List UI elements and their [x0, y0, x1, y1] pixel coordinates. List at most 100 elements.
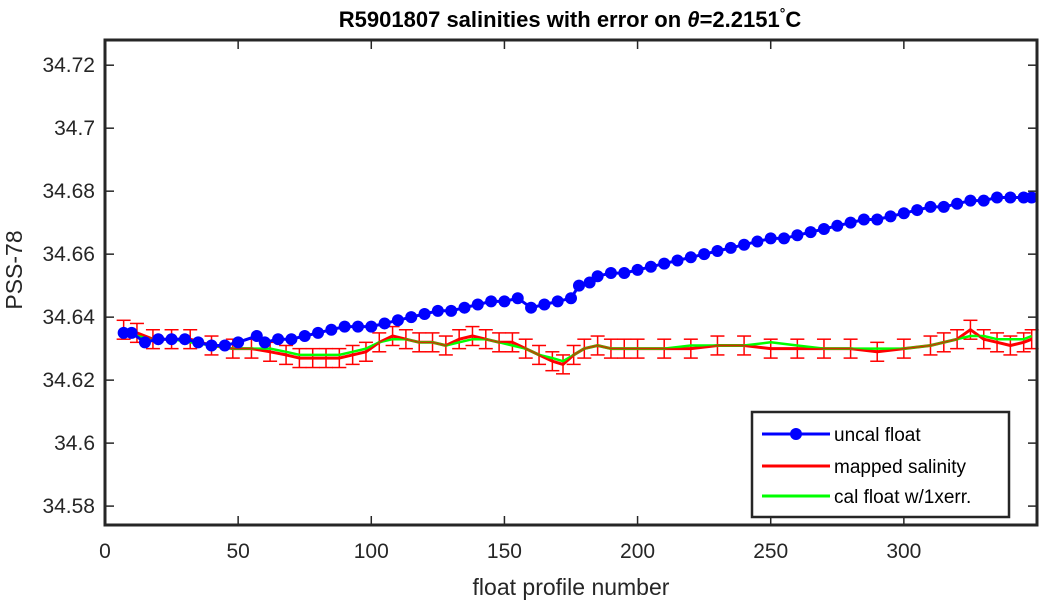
- uncal-float-point: [591, 270, 604, 283]
- uncal-float-point: [964, 194, 977, 207]
- uncal-float-point: [178, 333, 191, 346]
- uncal-float-point: [165, 333, 178, 346]
- uncal-float-point: [138, 336, 151, 349]
- uncal-float-point: [897, 207, 910, 220]
- x-axis-label: float profile number: [473, 574, 670, 600]
- uncal-float-point: [298, 330, 311, 343]
- uncal-float-point: [152, 333, 165, 346]
- uncal-float-point: [778, 232, 791, 245]
- uncal-float-point: [604, 267, 617, 280]
- uncal-float-point: [232, 336, 245, 349]
- uncal-float-point: [631, 263, 644, 276]
- uncal-float-markers: [117, 191, 1038, 352]
- uncal-float-point: [658, 257, 671, 270]
- uncal-float-point: [325, 323, 338, 336]
- uncal-float-point: [218, 339, 231, 352]
- uncal-float-point: [445, 304, 458, 317]
- uncal-float-point: [525, 301, 538, 314]
- uncal-float-point: [485, 295, 498, 308]
- uncal-float-point: [431, 304, 444, 317]
- uncal-float-point: [405, 311, 418, 324]
- uncal-float-point: [871, 213, 884, 226]
- axis-ticks: 0 50 100 150 200 250 300 34.58 34.6 34.62 34.64 34.…: [42, 40, 1037, 563]
- y-tick-label: 34.62: [42, 369, 95, 392]
- uncal-float-point: [817, 222, 830, 235]
- axes-box: [103, 38, 1039, 527]
- chart-title-theta: θ: [687, 7, 699, 32]
- y-tick-label: 34.6: [54, 432, 95, 455]
- mapped-salinity-overlay: [123, 328, 1032, 366]
- uncal-float-point: [538, 298, 551, 311]
- y-tick-label: 34.7: [54, 117, 95, 140]
- uncal-float-point: [937, 200, 950, 213]
- uncal-float-point: [671, 254, 684, 267]
- uncal-float-point: [857, 213, 870, 226]
- uncal-float-point: [991, 191, 1004, 204]
- uncal-float-point: [418, 307, 431, 320]
- uncal-float-point: [192, 336, 205, 349]
- uncal-float-point: [644, 260, 657, 273]
- y-tick-label: 34.68: [42, 180, 95, 203]
- y-tick-label: 34.66: [42, 243, 95, 266]
- uncal-float-point: [272, 333, 285, 346]
- uncal-float-point: [844, 216, 857, 229]
- x-tick-label: 100: [354, 540, 389, 563]
- uncal-float-point: [572, 279, 585, 292]
- uncal-float-point: [764, 232, 777, 245]
- chart-title-value: =2.2151: [700, 7, 780, 32]
- x-tick-label: 300: [886, 540, 921, 563]
- uncal-float-point: [791, 229, 804, 242]
- uncal-float-point: [831, 219, 844, 232]
- uncal-float-point: [977, 194, 990, 207]
- chart-title-unit: C: [785, 7, 801, 32]
- legend-uncal-label: uncal float: [834, 425, 921, 446]
- uncal-float-point: [724, 241, 737, 254]
- y-tick-label: 34.72: [42, 54, 95, 77]
- x-tick-label: 150: [487, 540, 522, 563]
- uncal-float-point: [378, 317, 391, 330]
- uncal-float-point: [205, 339, 218, 352]
- uncal-float-point: [351, 320, 364, 333]
- uncal-float-point: [338, 320, 351, 333]
- y-tick-label: 34.64: [42, 306, 95, 329]
- uncal-float-point: [285, 333, 298, 346]
- uncal-float-point: [698, 248, 711, 261]
- uncal-float-point: [738, 238, 751, 251]
- mapped-errorbars: [116, 319, 1039, 375]
- uncal-float-point: [804, 226, 817, 239]
- uncal-float-point: [511, 292, 524, 305]
- chart-title: R5901807 salinities with error on θ=2.21…: [339, 5, 802, 32]
- y-tick-label: 34.58: [42, 495, 95, 518]
- x-tick-label: 250: [753, 540, 788, 563]
- uncal-float-point: [911, 204, 924, 217]
- x-tick-label: 200: [620, 540, 655, 563]
- uncal-float-point: [924, 200, 937, 213]
- uncal-float-point: [312, 326, 325, 339]
- chart-title-prefix: R5901807 salinities with error on: [339, 7, 687, 32]
- uncal-float-point: [751, 235, 764, 248]
- uncal-float-point: [391, 314, 404, 327]
- uncal-float-point: [258, 336, 271, 349]
- uncal-float-point: [471, 298, 484, 311]
- legend-cal-label: cal float w/1xerr.: [834, 487, 971, 508]
- uncal-float-point: [884, 210, 897, 223]
- x-tick-label: 50: [226, 540, 249, 563]
- uncal-float-point: [1004, 191, 1017, 204]
- data-layer: [116, 191, 1039, 375]
- uncal-float-point: [684, 251, 697, 264]
- uncal-float-point: [551, 295, 564, 308]
- uncal-float-point: [1025, 191, 1038, 204]
- uncal-float-point: [565, 292, 577, 305]
- legend-uncal-marker: [790, 428, 802, 440]
- x-tick-label: 0: [99, 540, 111, 563]
- y-axis-label: PSS-78: [1, 230, 27, 309]
- chart-title-degree: °: [780, 5, 786, 21]
- legend: uncal float mapped salinity cal float w/…: [750, 410, 1011, 519]
- uncal-float-point: [951, 197, 964, 210]
- uncal-float-point: [498, 295, 511, 308]
- uncal-float-point: [618, 267, 631, 280]
- uncal-float-point: [125, 326, 138, 339]
- uncal-float-point: [711, 245, 724, 258]
- uncal-float-point: [365, 320, 378, 333]
